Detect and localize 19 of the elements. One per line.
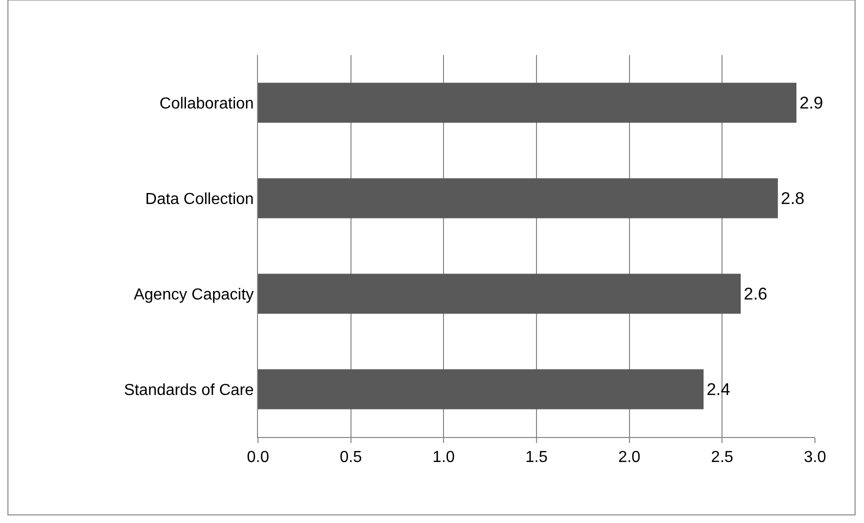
x-tick-label: 0.5	[340, 449, 362, 466]
y-tick-label: Standards of Care	[124, 382, 254, 399]
data-label: 2.4	[706, 380, 730, 399]
bar	[258, 82, 796, 123]
bar	[258, 369, 704, 410]
data-label: 2.9	[799, 93, 824, 112]
y-tick-label: Data Collection	[145, 190, 254, 208]
y-tick-label: Agency Capacity	[134, 286, 254, 304]
y-tick-label: Collaboration	[160, 95, 254, 112]
x-tick-label: 1.0	[432, 449, 455, 466]
x-tick-label: 2.5	[711, 449, 734, 466]
x-tick-label: 2.0	[618, 449, 641, 466]
x-tick-label: 0.0	[246, 449, 270, 466]
bar	[258, 178, 778, 218]
x-tick-label: 3.0	[804, 449, 826, 466]
data-label: 2.8	[780, 188, 805, 208]
x-tick-label: 1.5	[525, 449, 548, 466]
bar	[258, 274, 741, 314]
data-label: 2.6	[744, 284, 768, 304]
